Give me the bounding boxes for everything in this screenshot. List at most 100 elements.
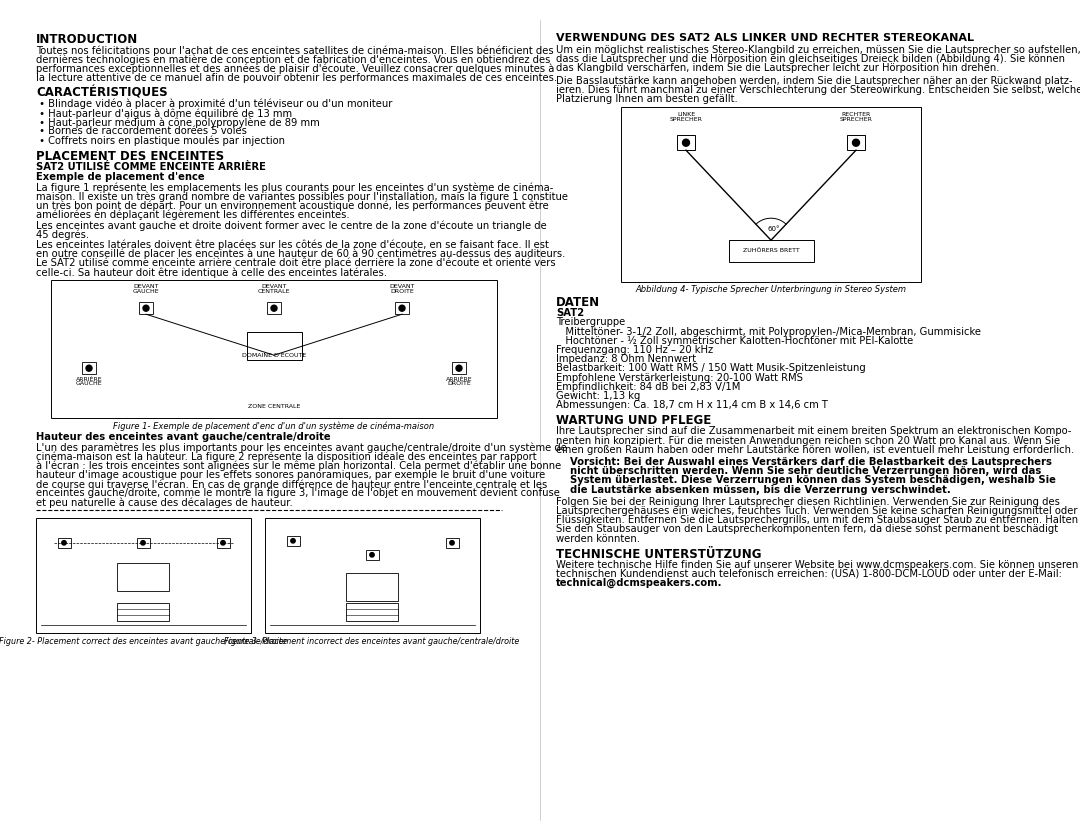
Circle shape [852,139,860,146]
Bar [446,538,459,548]
Circle shape [86,365,92,371]
Text: Flüssigkeiten. Entfernen Sie die Lautsprechergrills, um mit dem Staubsauger Stau: Flüssigkeiten. Entfernen Sie die Lautspr… [556,515,1078,525]
Bar [677,135,696,150]
Text: ZUHÖRERS BRETT: ZUHÖRERS BRETT [743,249,799,254]
Bar [51,280,497,418]
Text: Abmessungen: Ca. 18,7 cm H x 11,4 cm B x 14,6 cm T: Abmessungen: Ca. 18,7 cm H x 11,4 cm B x… [556,400,828,410]
Text: DEVANT: DEVANT [261,284,287,289]
Text: Hauteur des enceintes avant gauche/centrale/droite: Hauteur des enceintes avant gauche/centr… [36,432,330,442]
Text: Toutes nos félicitations pour l'achat de ces enceintes satellites de cinéma-mais: Toutes nos félicitations pour l'achat de… [36,45,554,56]
Bar [36,518,251,633]
Bar [246,332,301,360]
Text: SAT2 UTILISÉ COMME ENCEINTE ARRIÈRE: SAT2 UTILISÉ COMME ENCEINTE ARRIÈRE [36,162,266,172]
Text: Exemple de placement d'ence: Exemple de placement d'ence [36,172,204,182]
Text: Sie den Staubsauger von den Lautsprecherkomponenten fern, da diese sonst permane: Sie den Staubsauger von den Lautsprecher… [556,525,1058,535]
Text: DROITE: DROITE [447,381,471,386]
Text: • Haut-parleur d'aigus à dôme équilibré de 13 mm: • Haut-parleur d'aigus à dôme équilibré … [36,108,292,118]
Text: dass die Lautsprecher und die Hörposition ein gleichseitiges Dreieck bilden (Abb: dass die Lautsprecher und die Hörpositio… [556,54,1065,64]
Text: das Klangbild verschärfen, indem Sie die Lautsprecher leicht zur Hörposition hin: das Klangbild verschärfen, indem Sie die… [556,63,999,73]
Text: la lecture attentive de ce manuel afin de pouvoir obtenir les performances maxim: la lecture attentive de ce manuel afin d… [36,73,557,83]
Text: Le SAT2 utilisé comme enceinte arrière centrale doit être placé derrière la zone: Le SAT2 utilisé comme enceinte arrière c… [36,258,555,269]
Text: • Haut-parleur médium à cône polypropylène de 89 mm: • Haut-parleur médium à cône polypropylè… [36,118,320,128]
Bar [265,518,480,633]
Text: TECHNISCHE UNTERSTÜTZUNG: TECHNISCHE UNTERSTÜTZUNG [556,548,761,560]
Text: Treibergruppe: Treibergruppe [556,318,625,328]
Bar [346,603,399,620]
Bar [82,362,96,374]
Text: technical@dcmspeakers.com.: technical@dcmspeakers.com. [556,578,723,589]
Text: Lautsprechergehäuses ein weiches, feuchtes Tuch. Verwenden Sie keine scharfen Re: Lautsprechergehäuses ein weiches, feucht… [556,506,1078,516]
Text: ARRIÈRE: ARRIÈRE [76,377,103,382]
Text: GAUCHE: GAUCHE [76,381,103,386]
Text: DEVANT: DEVANT [389,284,415,289]
Text: Weitere technische Hilfe finden Sie auf unserer Website bei www.dcmspeakers.com.: Weitere technische Hilfe finden Sie auf … [556,560,1078,570]
Bar [267,302,281,314]
Bar [453,362,465,374]
Circle shape [62,540,66,545]
Text: maison. Il existe un très grand nombre de variantes possibles pour l'installatio: maison. Il existe un très grand nombre d… [36,191,568,202]
Text: technischen Kundendienst auch telefonisch erreichen: (USA) 1-800-DCM-LOUD oder u: technischen Kundendienst auch telefonisc… [556,569,1062,579]
Text: RECHTER: RECHTER [841,113,870,118]
Text: Frequenzgang: 110 Hz – 20 kHz: Frequenzgang: 110 Hz – 20 kHz [556,345,713,355]
Bar [57,538,70,548]
Text: nenten hin konzipiert. Für die meisten Anwendungen reichen schon 20 Watt pro Kan: nenten hin konzipiert. Für die meisten A… [556,435,1061,445]
Text: System überlastet. Diese Verzerrungen können das System beschädigen, weshalb Sie: System überlastet. Diese Verzerrungen kö… [570,475,1056,485]
Text: Figure 2- Placement correct des enceintes avant gauche/centrale/droite: Figure 2- Placement correct des enceinte… [0,637,287,646]
Text: Gewicht: 1,13 kg: Gewicht: 1,13 kg [556,391,640,401]
Text: Folgen Sie bei der Reinigung Ihrer Lautsprecher diesen Richtlinien. Verwenden Si: Folgen Sie bei der Reinigung Ihrer Lauts… [556,497,1059,507]
Text: DATEN: DATEN [556,296,600,309]
Bar [346,573,399,600]
Text: werden könnten.: werden könnten. [556,534,640,544]
Text: Les enceintes avant gauche et droite doivent former avec le centre de la zone d': Les enceintes avant gauche et droite doi… [36,220,546,230]
Text: Um ein möglichst realistisches Stereo-Klangbild zu erreichen, müssen Sie die Lau: Um ein möglichst realistisches Stereo-Kl… [556,45,1080,55]
Circle shape [140,540,145,545]
Text: en outre conseillé de placer les enceintes à une hauteur de 60 à 90 centimètres : en outre conseillé de placer les enceint… [36,249,565,259]
Text: Figure 1- Exemple de placement d'enc d'un d'un système de cinéma-maison: Figure 1- Exemple de placement d'enc d'u… [113,421,434,430]
Text: INTRODUCTION: INTRODUCTION [36,33,138,46]
Bar [216,538,229,548]
Text: 60°: 60° [768,226,780,232]
Text: dernières technologies en matière de conception et de fabrication d'enceintes. V: dernières technologies en matière de con… [36,54,551,65]
Bar [621,108,921,282]
Text: cinéma-maison est la hauteur. La figure 2 représente la disposition idéale des e: cinéma-maison est la hauteur. La figure … [36,451,537,462]
Text: La figure 1 représente les emplacements les plus courants pour les enceintes d'u: La figure 1 représente les emplacements … [36,182,553,193]
Circle shape [399,305,405,311]
Circle shape [220,540,226,545]
Text: DROITE: DROITE [390,289,414,294]
Text: 45 degrés.: 45 degrés. [36,229,90,239]
Text: Impedanz: 8 Ohm Nennwert: Impedanz: 8 Ohm Nennwert [556,354,697,364]
Text: L'un des paramètres les plus importants pour les enceintes avant gauche/centrale: L'un des paramètres les plus importants … [36,442,567,453]
Text: ieren. Dies führt manchmal zu einer Verschlechterung der Stereowirkung. Entschei: ieren. Dies führt manchmal zu einer Vers… [556,85,1080,95]
Text: améliorées en déplaçant légèrement les différentes enceintes.: améliorées en déplaçant légèrement les d… [36,210,350,220]
Bar [847,135,865,150]
Circle shape [291,539,295,543]
Text: Figure 3- Placement incorrect des enceintes avant gauche/centrale/droite: Figure 3- Placement incorrect des encein… [225,637,519,646]
Text: ARRIÈRE: ARRIÈRE [446,377,472,382]
Text: CARACTÉRISTIQUES: CARACTÉRISTIQUES [36,87,167,100]
Text: Les enceintes latérales doivent être placées sur les côtés de la zone d'écoute, : Les enceintes latérales doivent être pla… [36,239,549,250]
Text: einen großen Raum haben oder mehr Lautstärke hören wollen, ist eventuell mehr Le: einen großen Raum haben oder mehr Lautst… [556,445,1075,455]
Text: • Blindage vidéo à placer à proximité d'un téléviseur ou d'un moniteur: • Blindage vidéo à placer à proximité d'… [36,98,392,109]
Text: Mitteltöner- 3-1/2 Zoll, abgeschirmt, mit Polypropylen-/Mica-Membran, Gummisicke: Mitteltöner- 3-1/2 Zoll, abgeschirmt, mi… [556,327,981,337]
Text: Empfohlene Verstärkerleistung: 20-100 Watt RMS: Empfohlene Verstärkerleistung: 20-100 Wa… [556,373,802,383]
Text: Hochtöner - ½ Zoll symmetrischer Kalotten-Hochtöner mit PEI-Kalotte: Hochtöner - ½ Zoll symmetrischer Kalotte… [556,336,914,346]
Circle shape [271,305,276,311]
Text: DOMAINE D'ÉCOUTE: DOMAINE D'ÉCOUTE [242,354,306,359]
Text: ZONE CENTRALE: ZONE CENTRALE [247,404,300,409]
Circle shape [456,365,462,371]
Text: CENTRALE: CENTRALE [258,289,291,294]
Text: de course qui traverse l'écran. En cas de grande différence de hauteur entre l'e: de course qui traverse l'écran. En cas d… [36,480,548,490]
Text: SPRECHER: SPRECHER [670,118,702,123]
Text: Belastbarkeit: 100 Watt RMS / 150 Watt Musik-Spitzenleistung: Belastbarkeit: 100 Watt RMS / 150 Watt M… [556,364,866,374]
Text: nicht überschritten werden. Wenn Sie sehr deutliche Verzerrungen hören, wird das: nicht überschritten werden. Wenn Sie seh… [570,466,1041,476]
Text: LINKE: LINKE [677,113,696,118]
Text: WARTUNG UND PFLEGE: WARTUNG UND PFLEGE [556,414,712,427]
Text: SAT2: SAT2 [556,309,584,319]
Text: performances exceptionnelles et des années de plaisir d'écoute. Veuillez consacr: performances exceptionnelles et des anné… [36,63,554,74]
Text: un très bon point de départ. Pour un environnement acoustique donné, les perform: un très bon point de départ. Pour un env… [36,201,549,211]
Text: Platzierung Ihnen am besten gefällt.: Platzierung Ihnen am besten gefällt. [556,94,738,104]
Circle shape [449,540,455,545]
Text: SPRECHER: SPRECHER [839,118,873,123]
Bar [365,550,378,560]
Text: • Coffrets noirs en plastique moulés par injection: • Coffrets noirs en plastique moulés par… [36,136,285,146]
